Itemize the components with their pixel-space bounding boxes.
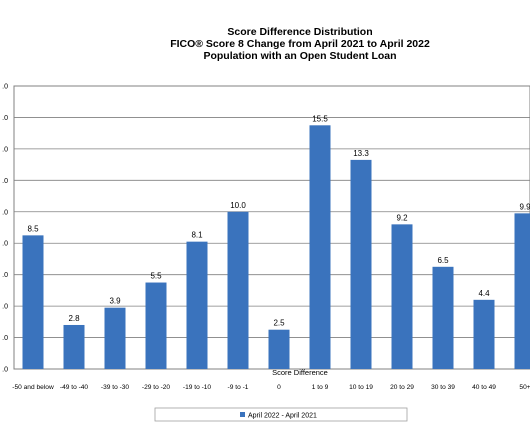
bar <box>514 213 530 369</box>
y-tick-label: .0 <box>2 209 8 216</box>
legend-label: April 2022 - April 2021 <box>248 413 317 420</box>
category-label: -39 to -30 <box>101 384 130 391</box>
category-label: -29 to -20 <box>142 384 171 391</box>
y-tick-label: .0 <box>2 367 8 374</box>
data-label: 2.8 <box>68 314 80 323</box>
data-label: 8.5 <box>27 224 39 233</box>
legend-box <box>154 407 408 422</box>
bar <box>309 125 331 369</box>
category-labels: -50 and below -49 to -40 -39 to -30 -29 to … <box>12 384 530 391</box>
category-label: -19 to -10 <box>183 384 212 391</box>
y-tick-label: .0 <box>2 146 8 153</box>
category-label: -9 to -1 <box>228 384 249 391</box>
bar <box>391 224 413 369</box>
y-tick-label: .0 <box>2 335 8 342</box>
y-tick-label: .0 <box>2 304 8 311</box>
bar <box>350 159 372 369</box>
y-tick-label: .0 <box>2 241 8 248</box>
data-label: 15.5 <box>312 114 328 123</box>
data-label: 6.5 <box>437 256 449 265</box>
bar <box>227 211 249 369</box>
data-label: 8.1 <box>191 231 203 240</box>
data-label: 10.0 <box>230 201 246 210</box>
category-label: 20 to 29 <box>390 384 414 391</box>
bar <box>22 235 44 369</box>
bar <box>432 266 454 369</box>
chart-title-line-2: FICO® Score 8 Change from April 2021 to … <box>170 38 430 50</box>
data-labels: 8.5 2.8 3.9 5.5 8.1 10.0 2.5 15.5 13.3 9.2 6.5 4.4 9… <box>27 114 530 327</box>
bar <box>268 329 290 369</box>
bar <box>104 307 126 369</box>
category-label: 1 to 9 <box>312 384 329 391</box>
bar <box>473 299 495 369</box>
chart-title-line-3: Population with an Open Student Loan <box>203 50 396 62</box>
category-label: 50+ <box>519 384 530 391</box>
x-axis-title: Score Difference <box>272 368 328 377</box>
legend-swatch <box>240 412 245 417</box>
data-label: 2.5 <box>273 319 285 328</box>
bars <box>22 125 530 369</box>
y-tick-label: .0 <box>2 84 8 91</box>
category-label: 10 to 19 <box>349 384 373 391</box>
data-label: 3.9 <box>109 297 121 306</box>
category-label: -50 and below <box>12 384 54 391</box>
y-tick-label: .0 <box>2 115 8 122</box>
data-label: 5.5 <box>150 272 162 281</box>
bar <box>63 324 85 369</box>
category-label: 30 to 39 <box>431 384 455 391</box>
data-label: 9.9 <box>519 202 530 211</box>
bar <box>145 282 167 369</box>
category-label: 40 to 49 <box>472 384 496 391</box>
y-tick-label: .0 <box>2 178 8 185</box>
y-axis-ticks: .0 .0 .0 .0 .0 .0 .0 .0 .0 .0 <box>2 84 8 374</box>
data-label: 4.4 <box>478 289 490 298</box>
category-label: -49 to -40 <box>60 384 89 391</box>
chart-title-line-1: Score Difference Distribution <box>227 26 372 38</box>
bar <box>186 241 208 369</box>
y-tick-label: .0 <box>2 272 8 279</box>
legend: April 2022 - April 2021 <box>154 407 408 422</box>
data-label: 13.3 <box>353 149 369 158</box>
category-label: 0 <box>277 384 281 391</box>
data-label: 9.2 <box>396 213 408 222</box>
